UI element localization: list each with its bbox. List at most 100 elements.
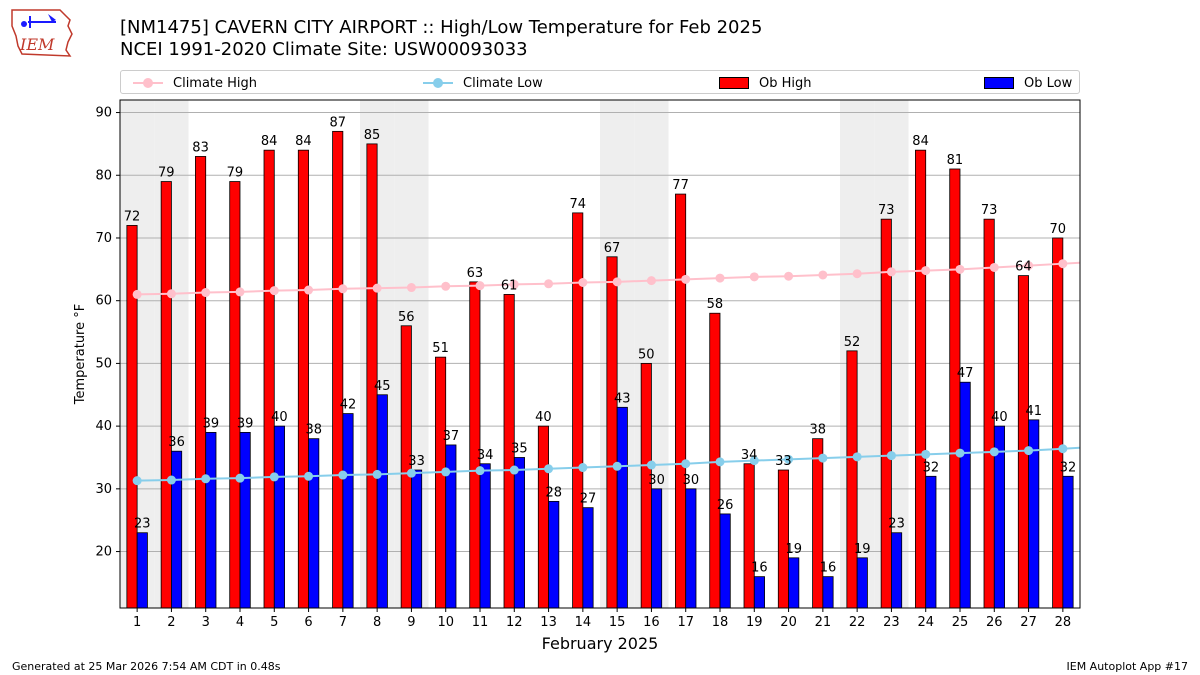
ob-high-label: 84 bbox=[261, 134, 278, 149]
x-tick-label: 18 bbox=[712, 615, 729, 630]
climate-low-point bbox=[304, 471, 314, 481]
legend: Climate High Climate Low Ob High Ob Low bbox=[120, 70, 1080, 94]
ob-high-bar bbox=[332, 130, 344, 609]
ob-low-label: 39 bbox=[203, 416, 220, 431]
legend-climate-low: Climate Low bbox=[423, 74, 543, 92]
y-tick-label: 70 bbox=[95, 231, 112, 246]
climate-high-point bbox=[269, 286, 279, 296]
y-tick-label: 30 bbox=[95, 482, 112, 497]
climate-high-point bbox=[818, 270, 828, 280]
ob-high-label: 84 bbox=[295, 134, 312, 149]
ob-low-label: 34 bbox=[477, 448, 494, 463]
x-tick-label: 3 bbox=[202, 615, 210, 630]
climate-high-point bbox=[784, 271, 794, 281]
ob-high-label: 83 bbox=[192, 140, 209, 155]
ob-low-label: 35 bbox=[511, 441, 528, 456]
generated-timestamp: Generated at 25 Mar 2026 7:54 AM CDT in … bbox=[12, 660, 281, 673]
climate-high-point bbox=[201, 288, 211, 298]
ob-high-bar bbox=[435, 356, 447, 609]
chart-title: [NM1475] CAVERN CITY AIRPORT :: High/Low… bbox=[120, 17, 763, 38]
climate-low-point bbox=[818, 453, 828, 463]
climate-high-point bbox=[132, 289, 142, 299]
ob-high-label: 63 bbox=[467, 266, 484, 281]
climate-high-point bbox=[475, 281, 485, 291]
climate-low-point bbox=[749, 456, 759, 466]
y-tick-label: 60 bbox=[95, 294, 112, 309]
ob-high-bar bbox=[263, 149, 275, 609]
climate-lines-layer bbox=[132, 259, 1081, 486]
climate-high-point bbox=[406, 283, 416, 293]
climate-high-point bbox=[646, 276, 656, 286]
ob-low-label: 32 bbox=[923, 460, 940, 475]
climate-high-point bbox=[1058, 259, 1068, 269]
x-tick-label: 15 bbox=[609, 615, 626, 630]
x-tick-label: 17 bbox=[677, 615, 694, 630]
climate-low-point bbox=[475, 466, 485, 476]
climate-high-point bbox=[338, 284, 348, 294]
ob-high-label: 84 bbox=[912, 134, 929, 149]
ob-high-bar bbox=[126, 225, 138, 609]
ob-low-label: 27 bbox=[580, 492, 597, 507]
x-tick-label: 25 bbox=[952, 615, 969, 630]
legend-label: Climate High bbox=[173, 75, 258, 91]
x-tick-label: 28 bbox=[1055, 615, 1072, 630]
ob-low-bar bbox=[171, 450, 183, 609]
climate-high-point bbox=[681, 274, 691, 284]
ob-high-label: 81 bbox=[947, 153, 964, 168]
ob-high-bar bbox=[537, 425, 549, 609]
ob-high-label: 61 bbox=[501, 278, 518, 293]
ob-high-label: 33 bbox=[775, 454, 792, 469]
x-tick-label: 26 bbox=[986, 615, 1003, 630]
legend-climate-high: Climate High bbox=[133, 74, 257, 92]
legend-label: Ob High bbox=[759, 75, 812, 91]
climate-high-point bbox=[921, 266, 931, 276]
legend-ob-low: Ob Low bbox=[984, 74, 1072, 92]
iem-logo-icon: IEM bbox=[11, 9, 73, 57]
ob-low-bar bbox=[788, 557, 800, 609]
x-axis-label: February 2025 bbox=[542, 634, 659, 653]
ob-low-label: 42 bbox=[340, 398, 357, 413]
x-tick-label: 9 bbox=[407, 615, 415, 630]
ob-low-label: 23 bbox=[888, 517, 905, 532]
x-tick-label: 1 bbox=[133, 615, 141, 630]
ob-low-bar bbox=[753, 576, 765, 609]
ob-low-swatch bbox=[984, 77, 1014, 89]
ob-high-bar bbox=[366, 143, 378, 609]
ob-low-label: 19 bbox=[785, 542, 802, 557]
y-tick-label: 50 bbox=[95, 356, 112, 371]
ob-low-bar bbox=[651, 488, 663, 609]
ob-low-label: 26 bbox=[717, 498, 734, 513]
climate-high-point bbox=[166, 289, 176, 299]
ob-low-bar bbox=[513, 457, 525, 609]
x-tick-label: 11 bbox=[472, 615, 489, 630]
ob-high-label: 34 bbox=[741, 448, 758, 463]
x-tick-label: 2 bbox=[167, 615, 175, 630]
climate-high-point bbox=[235, 287, 245, 297]
climate-low-swatch bbox=[423, 78, 453, 88]
ob-high-bar bbox=[777, 469, 789, 609]
ob-high-swatch bbox=[719, 77, 749, 89]
legend-label: Ob Low bbox=[1024, 75, 1073, 91]
climate-low-point bbox=[235, 473, 245, 483]
ob-low-bar bbox=[685, 488, 697, 609]
climate-low-point bbox=[612, 461, 622, 471]
ob-low-bar bbox=[582, 507, 594, 609]
ob-high-label: 50 bbox=[638, 347, 655, 362]
ob-high-bar bbox=[297, 149, 309, 609]
ob-high-label: 40 bbox=[535, 410, 552, 425]
ob-low-label: 33 bbox=[408, 454, 425, 469]
ob-high-bar bbox=[160, 181, 172, 609]
x-tick-label: 19 bbox=[746, 615, 763, 630]
logo-text: IEM bbox=[19, 35, 55, 54]
climate-high-point bbox=[441, 281, 451, 291]
ob-low-label: 41 bbox=[1025, 404, 1042, 419]
ob-low-bar bbox=[548, 500, 560, 609]
ob-high-bar bbox=[1017, 275, 1029, 609]
climate-high-point bbox=[1024, 261, 1034, 271]
climate-low-point bbox=[886, 451, 896, 461]
ob-low-label: 43 bbox=[614, 391, 631, 406]
ob-low-bar bbox=[856, 557, 868, 609]
y-tick-label: 90 bbox=[95, 106, 112, 121]
climate-low-point bbox=[784, 454, 794, 464]
